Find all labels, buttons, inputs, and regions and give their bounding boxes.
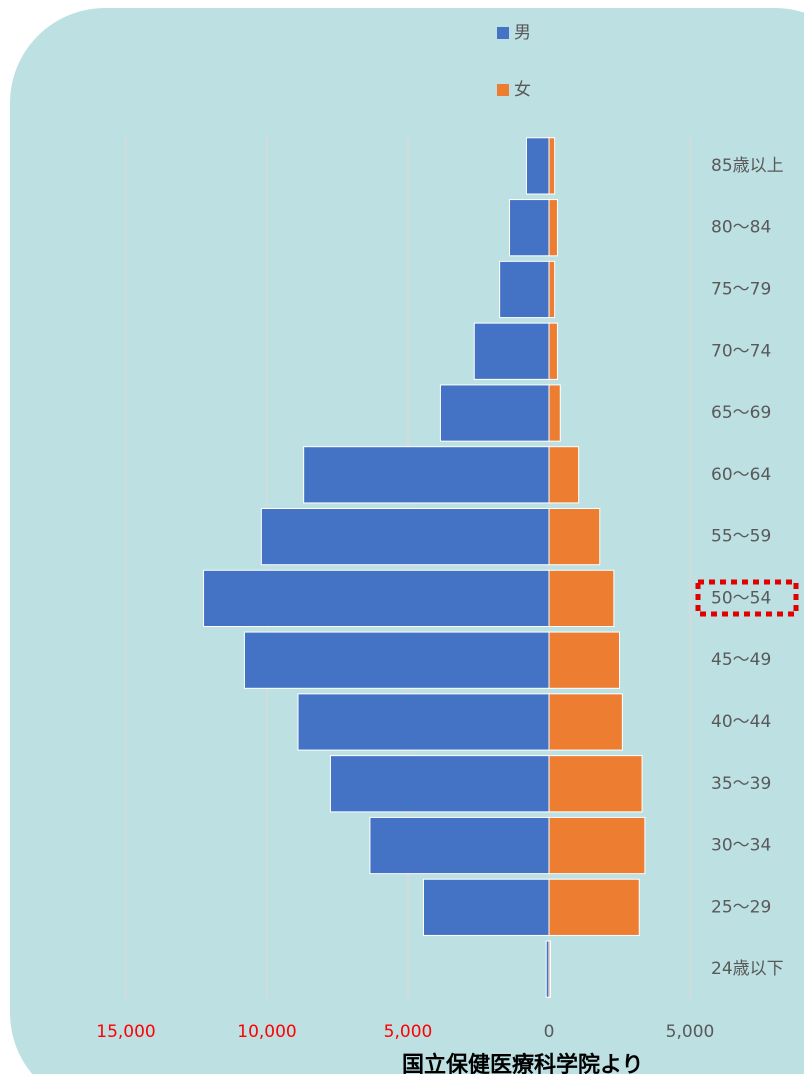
bar	[525, 137, 550, 195]
bar	[548, 199, 558, 257]
y-tick-label: 24歳以下	[711, 959, 784, 979]
y-tick-label: 80～84	[711, 218, 771, 238]
bar	[548, 137, 556, 195]
bar	[548, 507, 601, 566]
x-tick-label: 0	[544, 1022, 555, 1042]
bar	[473, 322, 550, 380]
bar	[548, 878, 640, 936]
legend-label: 女	[514, 80, 531, 100]
bar	[548, 569, 615, 628]
bar	[297, 693, 550, 751]
bar	[369, 816, 550, 875]
y-tick-label: 55～59	[711, 527, 771, 547]
y-tick-label: 40～44	[711, 712, 771, 732]
x-tick-label: 10,000	[237, 1022, 296, 1042]
y-tick-label: 75～79	[711, 279, 771, 299]
bar	[423, 878, 550, 936]
y-tick-label: 70～74	[711, 341, 771, 361]
y-tick-label: 65～69	[711, 403, 771, 423]
bar	[548, 755, 643, 813]
bar	[548, 384, 561, 442]
y-tick-label: 85歳以上	[711, 156, 784, 176]
bar	[260, 507, 550, 566]
bar	[548, 322, 558, 380]
bar	[548, 940, 551, 998]
bar	[509, 199, 550, 257]
legend-label: 男	[514, 23, 531, 43]
bar	[548, 816, 646, 875]
y-tick-label: 50～54	[711, 588, 771, 608]
bar	[499, 260, 550, 319]
bar	[548, 693, 623, 751]
bar	[303, 446, 550, 504]
legend-swatch	[497, 27, 509, 39]
x-tick-label: 15,000	[96, 1022, 155, 1042]
bar	[243, 631, 550, 689]
bar	[548, 446, 580, 504]
x-tick-label: 5,000	[384, 1022, 433, 1042]
bar	[439, 384, 550, 442]
bar	[329, 755, 550, 813]
bar	[548, 631, 620, 689]
x-tick-label: 5,000	[666, 1022, 715, 1042]
y-tick-label: 45～49	[711, 650, 771, 670]
legend-swatch	[497, 84, 509, 96]
y-tick-label: 30～34	[711, 836, 771, 856]
bar	[203, 569, 550, 628]
source-note: 国立保健医療科学院より	[402, 1052, 644, 1074]
y-tick-label: 60～64	[711, 465, 771, 485]
y-tick-label: 25～29	[711, 897, 771, 917]
highlight-box	[695, 579, 799, 617]
y-tick-label: 35～39	[711, 774, 771, 794]
bar	[548, 260, 556, 319]
